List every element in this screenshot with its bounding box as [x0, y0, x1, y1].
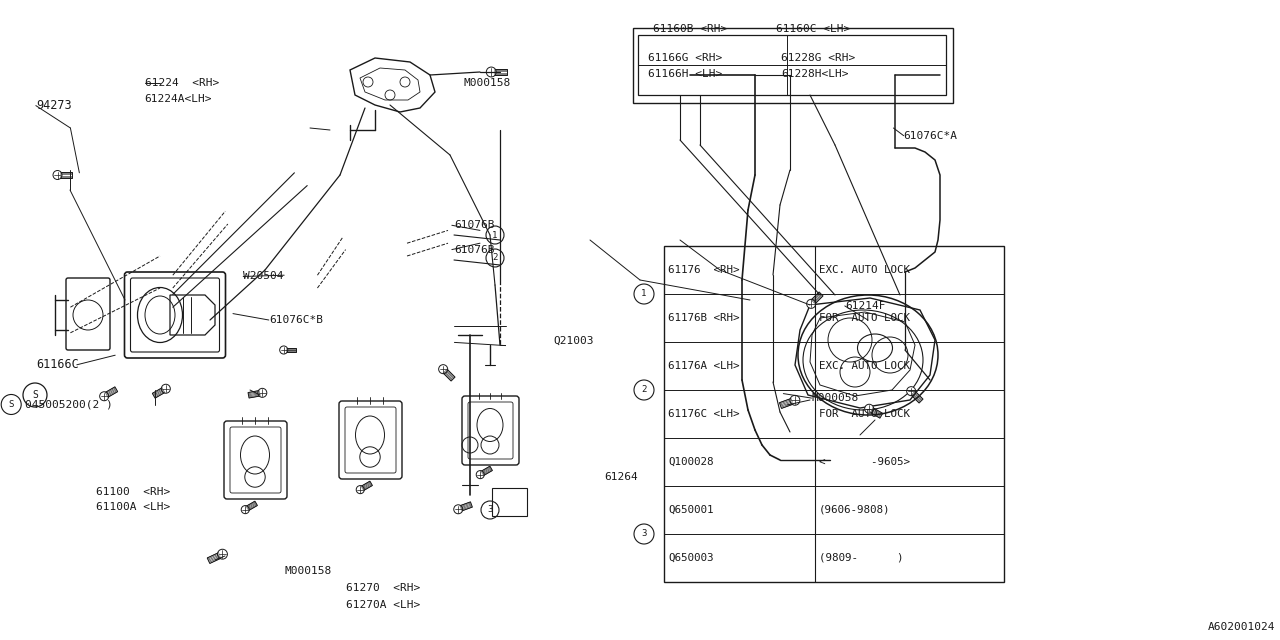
Circle shape: [486, 226, 504, 244]
Text: EXC. AUTO LOCK: EXC. AUTO LOCK: [819, 361, 910, 371]
Text: W20504: W20504: [243, 271, 284, 282]
Text: 2: 2: [641, 385, 646, 394]
Text: FOR  AUTO LOCK: FOR AUTO LOCK: [819, 409, 910, 419]
Text: 61228G <RH>: 61228G <RH>: [781, 52, 855, 63]
Circle shape: [906, 387, 915, 396]
Circle shape: [486, 67, 497, 77]
Text: (9606-9808): (9606-9808): [819, 505, 891, 515]
Text: M000058: M000058: [812, 393, 859, 403]
Circle shape: [257, 388, 266, 397]
Text: 61214F: 61214F: [845, 301, 886, 311]
Circle shape: [634, 380, 654, 400]
Text: (9809-      ): (9809- ): [819, 553, 904, 563]
Text: 61160C <LH>: 61160C <LH>: [776, 24, 850, 34]
Circle shape: [356, 486, 365, 493]
Circle shape: [161, 384, 170, 393]
Circle shape: [634, 524, 654, 544]
Text: 61176B <RH>: 61176B <RH>: [668, 313, 740, 323]
Text: Q650003: Q650003: [668, 553, 713, 563]
Text: Q21003: Q21003: [553, 335, 594, 346]
Text: 61100A <LH>: 61100A <LH>: [96, 502, 170, 512]
Text: 61166G <RH>: 61166G <RH>: [648, 52, 722, 63]
Text: S: S: [9, 400, 14, 409]
Text: 61166C: 61166C: [36, 358, 78, 371]
Text: FOR  AUTO LOCK: FOR AUTO LOCK: [819, 313, 910, 323]
Text: 1: 1: [493, 230, 498, 239]
Text: 61160B <RH>: 61160B <RH>: [653, 24, 727, 34]
Text: 61076C*A: 61076C*A: [904, 131, 957, 141]
Text: 61176A <LH>: 61176A <LH>: [668, 361, 740, 371]
Text: S: S: [32, 390, 38, 400]
Text: A602001024: A602001024: [1207, 622, 1275, 632]
Text: 61264: 61264: [604, 472, 637, 482]
Text: 1: 1: [641, 289, 646, 298]
Text: 3: 3: [641, 529, 646, 538]
Text: M000158: M000158: [463, 78, 511, 88]
Circle shape: [481, 501, 499, 519]
Text: 61166H <LH>: 61166H <LH>: [648, 68, 722, 79]
Circle shape: [52, 170, 61, 179]
Text: 61076B: 61076B: [454, 244, 495, 255]
Text: Q100028: Q100028: [668, 457, 713, 467]
Circle shape: [439, 365, 448, 374]
Text: 61176  <RH>: 61176 <RH>: [668, 265, 740, 275]
Text: 61100  <RH>: 61100 <RH>: [96, 486, 170, 497]
Text: 61270  <RH>: 61270 <RH>: [346, 582, 420, 593]
Circle shape: [100, 392, 109, 401]
Text: EXC. AUTO LOCK: EXC. AUTO LOCK: [819, 265, 910, 275]
Text: 61176C <LH>: 61176C <LH>: [668, 409, 740, 419]
Circle shape: [218, 549, 228, 559]
Text: 61224A<LH>: 61224A<LH>: [145, 94, 212, 104]
Circle shape: [486, 249, 504, 267]
Circle shape: [476, 470, 484, 479]
Text: 2: 2: [493, 253, 498, 262]
Text: 61224  <RH>: 61224 <RH>: [145, 78, 219, 88]
Circle shape: [865, 404, 874, 413]
Text: 045005200(2 ): 045005200(2 ): [26, 399, 113, 410]
Text: 94273: 94273: [36, 99, 72, 112]
Text: 61076B: 61076B: [454, 220, 495, 230]
Circle shape: [23, 383, 47, 407]
Circle shape: [806, 300, 815, 308]
Text: M000158: M000158: [284, 566, 332, 576]
Circle shape: [280, 346, 288, 354]
Text: Q650001: Q650001: [668, 505, 713, 515]
Circle shape: [241, 506, 250, 514]
Text: 3: 3: [488, 506, 493, 515]
Circle shape: [634, 284, 654, 304]
Circle shape: [1, 394, 22, 415]
Circle shape: [453, 505, 463, 514]
Circle shape: [790, 396, 800, 405]
Text: <       -9605>: < -9605>: [819, 457, 910, 467]
Text: 61076C*B: 61076C*B: [269, 315, 323, 325]
Text: 61228H<LH>: 61228H<LH>: [781, 68, 849, 79]
Text: 61270A <LH>: 61270A <LH>: [346, 600, 420, 610]
